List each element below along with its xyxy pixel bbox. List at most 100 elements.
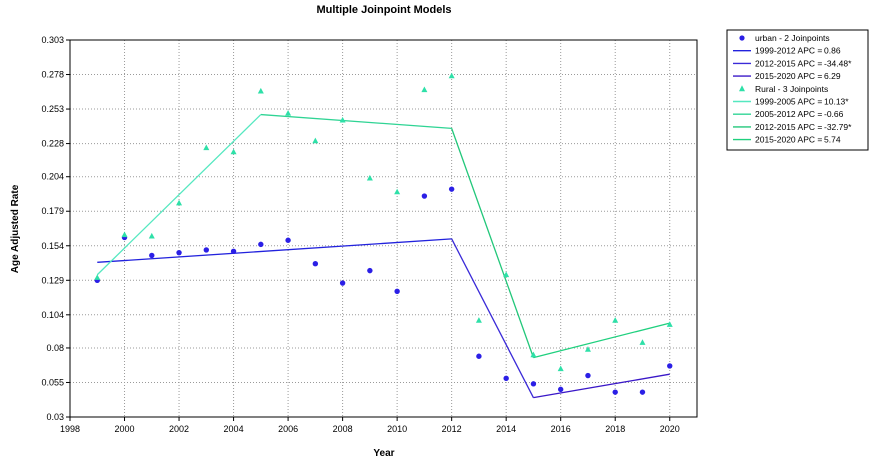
data-point-rural xyxy=(257,87,264,94)
legend-marker-rural xyxy=(739,85,745,92)
data-point-urban xyxy=(394,288,400,295)
x-tick-label: 2018 xyxy=(605,424,625,434)
x-axis: 1998 2000 2002 2004 2006 2008 2010 2012 2014 2016… xyxy=(60,417,680,434)
y-tick-label: 0.104 xyxy=(41,310,64,320)
data-point-urban xyxy=(503,375,509,382)
data-point-urban xyxy=(230,248,237,254)
data-point-rural xyxy=(448,72,455,79)
plot-area-frame xyxy=(69,39,698,418)
x-tick-label: 2008 xyxy=(333,424,353,434)
y-tick-label: 0.055 xyxy=(41,377,64,387)
data-point-rural xyxy=(394,188,401,195)
data-point-rural xyxy=(584,346,591,352)
legend-segment-label: 2015-2020 APC = xyxy=(755,71,822,81)
x-tick-label: 2010 xyxy=(387,424,407,434)
data-point-urban xyxy=(285,237,291,243)
y-tick-label: 0.129 xyxy=(41,275,64,285)
legend-segment-label: 1999-2005 APC = xyxy=(755,97,822,107)
data-point-rural xyxy=(557,365,564,372)
y-tick-label: 0.228 xyxy=(41,139,64,149)
data-point-rural xyxy=(475,317,482,323)
data-point-rural xyxy=(530,351,537,358)
data-point-urban xyxy=(639,389,646,395)
legend-segment-value: 6.29 xyxy=(824,71,841,81)
y-tick-label: 0.253 xyxy=(41,104,64,114)
legend-segment-value: -32.79* xyxy=(824,122,852,132)
data-point-rural xyxy=(203,144,210,151)
legend-segment-value: 10.13* xyxy=(824,97,849,107)
data-point-rural xyxy=(666,321,673,327)
y-tick-label: 0.278 xyxy=(41,70,64,80)
data-point-urban xyxy=(667,363,673,369)
fit-segment-2 xyxy=(96,114,262,276)
data-point-urban xyxy=(557,386,564,393)
legend-segment-label: 2012-2015 APC = xyxy=(755,58,822,68)
x-tick-label: 2004 xyxy=(224,424,244,434)
legend-series-label: Rural - 3 Joinpoints xyxy=(755,84,828,94)
y-axis-title: Age Adjusted Rate xyxy=(10,184,21,273)
data-point-urban xyxy=(149,252,155,259)
y-tick-label: 0.303 xyxy=(41,35,64,45)
chart-title: Multiple Joinpoint Models xyxy=(316,4,451,16)
data-point-rural xyxy=(148,232,155,239)
data-point-urban xyxy=(203,247,210,253)
y-axis: 0.303 0.278 0.253 0.228 0.204 0.179 0.154 0.129… xyxy=(41,35,70,422)
data-point-urban xyxy=(530,381,537,387)
legend-segment-value: -34.48* xyxy=(824,58,852,68)
fit-segment-1 xyxy=(533,373,670,399)
fit-segment-2 xyxy=(451,128,535,358)
legend-segment-value: 5.74 xyxy=(824,135,841,145)
data-point-urban xyxy=(312,261,319,267)
fit-segment-2 xyxy=(260,113,452,130)
legend-series-label: urban - 2 Joinpoints xyxy=(755,33,830,43)
y-tick-label: 0.204 xyxy=(41,172,64,182)
x-tick-label: 2000 xyxy=(115,424,135,434)
data-point-urban xyxy=(476,353,482,359)
data-point-rural xyxy=(339,116,346,123)
fit-lines xyxy=(96,113,670,399)
data-point-rural xyxy=(94,274,101,280)
data-point-rural xyxy=(503,271,510,278)
legend-segment-label: 1999-2012 APC = xyxy=(755,46,822,56)
data-point-urban xyxy=(176,249,182,256)
x-tick-label: 2014 xyxy=(496,424,516,434)
y-tick-label: 0.179 xyxy=(41,206,64,216)
legend-segment-label: 2015-2020 APC = xyxy=(755,135,822,145)
x-tick-label: 2006 xyxy=(278,424,298,434)
x-tick-label: 2002 xyxy=(169,424,189,434)
x-axis-title: Year xyxy=(373,448,394,459)
x-tick-label: 2016 xyxy=(551,424,571,434)
x-tick-label: 2012 xyxy=(442,424,462,434)
y-tick-label: 0.08 xyxy=(46,343,64,353)
data-point-urban xyxy=(258,241,264,248)
x-tick-label: 1998 xyxy=(60,424,80,434)
data-point-rural xyxy=(639,339,646,345)
legend-segment-value: -0.66 xyxy=(824,109,844,119)
fit-segment-1 xyxy=(97,238,452,263)
fit-segment-2 xyxy=(533,322,670,359)
legend-segment-label: 2005-2012 APC = xyxy=(755,109,822,119)
data-point-rural xyxy=(176,199,183,206)
data-point-rural xyxy=(366,174,373,181)
legend-segment-value: 0.86 xyxy=(824,46,841,56)
data-point-urban xyxy=(339,280,346,286)
data-point-rural xyxy=(121,231,128,238)
data-point-rural xyxy=(285,109,292,116)
data-point-rural xyxy=(230,148,237,155)
observed-points xyxy=(94,72,673,395)
grid xyxy=(69,39,697,418)
data-point-urban xyxy=(421,193,428,199)
legend-marker-urban xyxy=(739,35,745,41)
y-tick-label: 0.03 xyxy=(46,412,64,422)
data-point-rural xyxy=(421,86,428,93)
data-point-rural xyxy=(312,137,319,144)
x-tick-label: 2020 xyxy=(660,424,680,434)
data-point-rural xyxy=(612,317,619,323)
legend-segment-label: 2012-2015 APC = xyxy=(755,122,822,132)
data-point-urban xyxy=(585,372,591,379)
data-point-urban xyxy=(367,267,373,274)
data-point-urban xyxy=(448,186,455,192)
y-tick-label: 0.154 xyxy=(41,241,64,251)
